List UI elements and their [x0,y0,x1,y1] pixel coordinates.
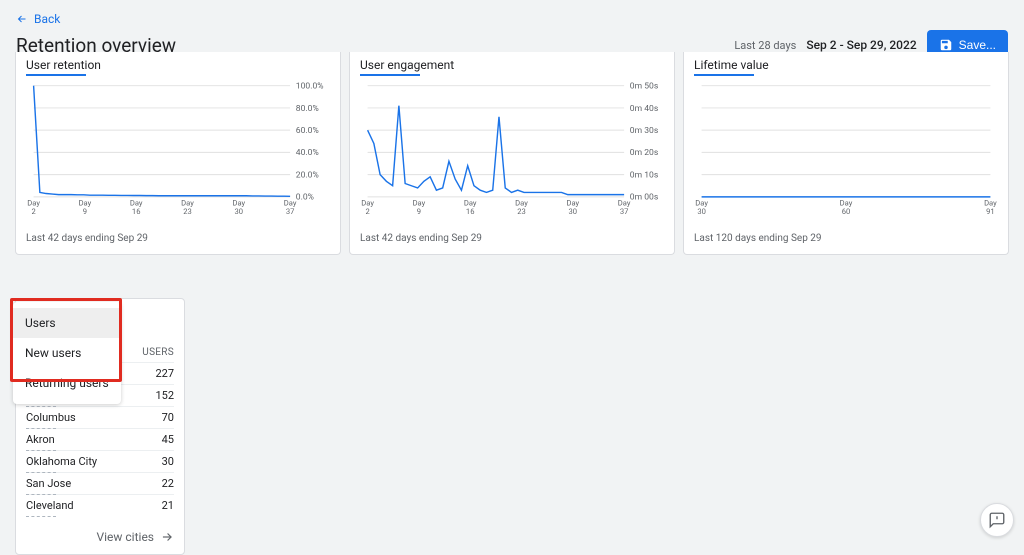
svg-text:20.0%: 20.0% [296,170,319,180]
city-value: 70 [162,411,174,424]
dropdown-item[interactable]: Users [13,308,121,338]
back-label: Back [34,12,60,26]
svg-text:100.0%: 100.0% [296,82,324,92]
title-underline [360,74,420,76]
save-icon [939,38,953,52]
city-value: 21 [162,499,174,512]
dropdown-item[interactable]: Returning users [13,368,121,398]
svg-text:2: 2 [31,207,35,216]
card-title: User retention [26,58,330,72]
svg-text:0m 40s: 0m 40s [630,104,658,114]
title-underline [694,74,754,76]
lifetime-card: Lifetime value Day30Day60Day91 Last 120 … [683,52,1009,255]
retention-card: User retention 0.0% 20.0% 40.0% 60.0% 80.0% 1… [15,52,341,255]
lifetime-chart: Day30Day60Day91 [694,80,998,225]
svg-text:9: 9 [417,207,421,216]
card-title: User engagement [360,58,664,72]
engagement-chart: 0m 00s0m 10s0m 20s0m 30s0m 40s0m 50sDay2… [360,80,664,225]
retention-chart: 0.0%20.0%40.0%60.0%80.0%100.0%Day2Day9Da… [26,80,330,225]
city-name: Oklahoma City [26,455,97,468]
svg-text:16: 16 [132,207,141,216]
card-footer: Last 120 days ending Sep 29 [694,233,998,244]
city-value: 152 [155,389,174,402]
svg-text:23: 23 [517,207,526,216]
svg-text:60.0%: 60.0% [296,126,319,136]
svg-text:0m 10s: 0m 10s [630,170,658,180]
city-value: 30 [162,455,174,468]
engagement-card: User engagement 0m 00s 0m 10s 0m 20s 0m 30s… [349,52,675,255]
svg-text:0m 20s: 0m 20s [630,148,658,158]
city-name: Cleveland [26,499,74,512]
table-row: Akron 45 [26,428,174,450]
svg-text:16: 16 [466,207,475,216]
svg-text:9: 9 [83,207,87,216]
svg-text:40.0%: 40.0% [296,148,319,158]
back-link[interactable]: Back [16,12,1008,26]
card-footer: Last 42 days ending Sep 29 [360,233,664,244]
svg-text:30: 30 [235,207,244,216]
city-value: 227 [155,367,174,380]
last-days-label: Last 28 days [734,39,796,52]
svg-text:37: 37 [620,207,629,216]
svg-text:0m 00s: 0m 00s [630,193,658,203]
svg-text:0m 30s: 0m 30s [630,126,658,136]
city-value: 22 [162,477,174,490]
save-label: Save... [959,38,996,52]
svg-text:0m 50s: 0m 50s [630,82,658,92]
table-row: Cleveland 21 [26,494,174,516]
arrow-right-icon [160,530,174,544]
svg-text:0.0%: 0.0% [296,193,314,203]
view-cities-label: View cities [96,530,154,544]
feedback-icon [988,511,1006,529]
view-cities-link[interactable]: View cities [26,530,174,544]
city-value: 45 [162,433,174,446]
date-range[interactable]: Sep 2 - Sep 29, 2022 [806,38,916,52]
city-name: Columbus [26,411,76,424]
metric-dropdown[interactable]: UsersNew usersReturning users [13,302,121,404]
card-title: Lifetime value [694,58,998,72]
card-footer: Last 42 days ending Sep 29 [26,233,330,244]
city-name: Akron [26,433,55,446]
title-underline [26,74,86,76]
svg-text:91: 91 [986,207,995,216]
table-row: Oklahoma City 30 [26,450,174,472]
table-row: Columbus 70 [26,406,174,428]
svg-text:30: 30 [697,207,706,216]
svg-text:23: 23 [183,207,192,216]
svg-text:80.0%: 80.0% [296,104,319,114]
svg-text:37: 37 [286,207,295,216]
city-name: San Jose [26,477,71,490]
dropdown-item[interactable]: New users [13,338,121,368]
svg-text:60: 60 [842,207,851,216]
svg-text:2: 2 [365,207,369,216]
table-row: San Jose 22 [26,472,174,494]
feedback-button[interactable] [980,503,1014,537]
arrow-left-icon [16,13,28,25]
svg-text:30: 30 [569,207,578,216]
